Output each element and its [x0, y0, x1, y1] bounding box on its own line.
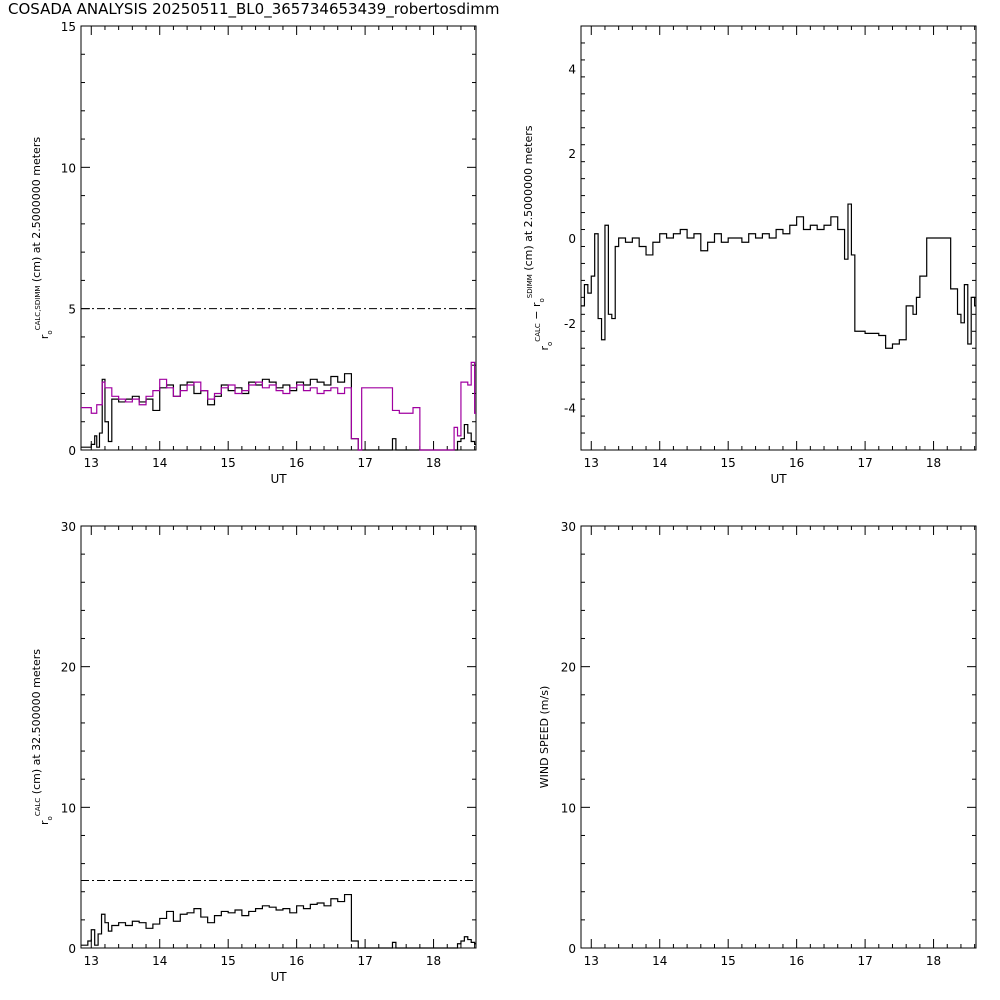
- y-tick-label: -2: [564, 317, 576, 331]
- x-axis-label: UT: [270, 472, 287, 486]
- y-tick-label: 0: [68, 942, 76, 956]
- y-tick-label: -4: [564, 402, 576, 416]
- x-tick-label: 14: [152, 456, 167, 470]
- y-tick-label: 20: [561, 661, 576, 675]
- plot-frame: [80, 525, 477, 949]
- y-tick-label: 10: [61, 161, 76, 175]
- y-tick-label: 4: [568, 62, 576, 76]
- y-tick-label: 15: [61, 20, 76, 34]
- y-tick-label: 30: [61, 520, 76, 534]
- y-tick-label: 5: [68, 303, 76, 317]
- x-tick-label: 18: [426, 456, 441, 470]
- series-line-diff: [581, 203, 976, 349]
- x-tick-label: 15: [721, 456, 736, 470]
- plot-frame: [580, 525, 977, 949]
- x-tick-label: 16: [789, 456, 804, 470]
- page-title: COSADA ANALYSIS 20250511_BL0_36573465343…: [8, 0, 500, 18]
- plot-panel-p4: 13 14 15 16 17 18 0 10 20 30 WIND SPEED (m/s): [538, 520, 977, 968]
- y-tick-label: 0: [568, 232, 576, 246]
- x-axis-label: UT: [770, 472, 787, 486]
- x-tick-label: 17: [357, 954, 372, 968]
- plot-panel-p3: 13 14 15 16 17 18 0 10 20 30 UT roCALC (cm) at 32.5…: [30, 520, 477, 984]
- y-axis-label: roCALC (cm) at 32.500000 meters: [30, 649, 54, 825]
- x-tick-label: 15: [221, 954, 236, 968]
- plot-panel-p2: 13 14 15 16 17 18 -4 -2 0 2 4 UT roCALC − roSDIMM (c…: [522, 25, 977, 486]
- y-tick-label: 20: [61, 661, 76, 675]
- x-tick-label: 18: [426, 954, 441, 968]
- x-tick-label: 15: [221, 456, 236, 470]
- x-tick-label: 15: [721, 954, 736, 968]
- y-tick-label: 10: [61, 801, 76, 815]
- plot-frame: [580, 25, 977, 451]
- series-line-sdimm: [81, 361, 476, 451]
- x-tick-label: 14: [152, 954, 167, 968]
- x-tick-label: 16: [289, 954, 304, 968]
- y-axis-label: WIND SPEED (m/s): [538, 686, 551, 789]
- x-tick-label: 17: [857, 456, 872, 470]
- y-tick-label: 0: [568, 942, 576, 956]
- x-tick-label: 17: [857, 954, 872, 968]
- x-tick-label: 14: [652, 954, 667, 968]
- x-tick-label: 13: [584, 456, 599, 470]
- plot-frame: [80, 25, 477, 451]
- y-tick-label: 0: [68, 444, 76, 458]
- x-tick-label: 16: [289, 456, 304, 470]
- x-tick-label: 13: [584, 954, 599, 968]
- series-line-calc: [81, 373, 476, 451]
- y-tick-label: 10: [561, 801, 576, 815]
- x-tick-label: 17: [357, 456, 372, 470]
- y-tick-label: 30: [561, 520, 576, 534]
- x-tick-label: 13: [84, 456, 99, 470]
- x-tick-label: 13: [84, 954, 99, 968]
- x-axis-label: UT: [270, 970, 287, 984]
- y-tick-label: 2: [568, 147, 576, 161]
- plot-panel-p1: 13 14 15 16 17 18 0 5 10 15 UT roCALC,SDIMM (cm) at…: [30, 20, 477, 486]
- x-tick-label: 18: [926, 954, 941, 968]
- x-tick-label: 18: [926, 456, 941, 470]
- x-tick-label: 16: [789, 954, 804, 968]
- y-axis-label: roCALC − roSDIMM (cm) at 2.5000000 meter…: [522, 125, 554, 350]
- x-tick-label: 14: [652, 456, 667, 470]
- y-axis-label: roCALC,SDIMM (cm) at 2.5000000 meters: [30, 137, 54, 339]
- series-line-calc: [81, 893, 476, 949]
